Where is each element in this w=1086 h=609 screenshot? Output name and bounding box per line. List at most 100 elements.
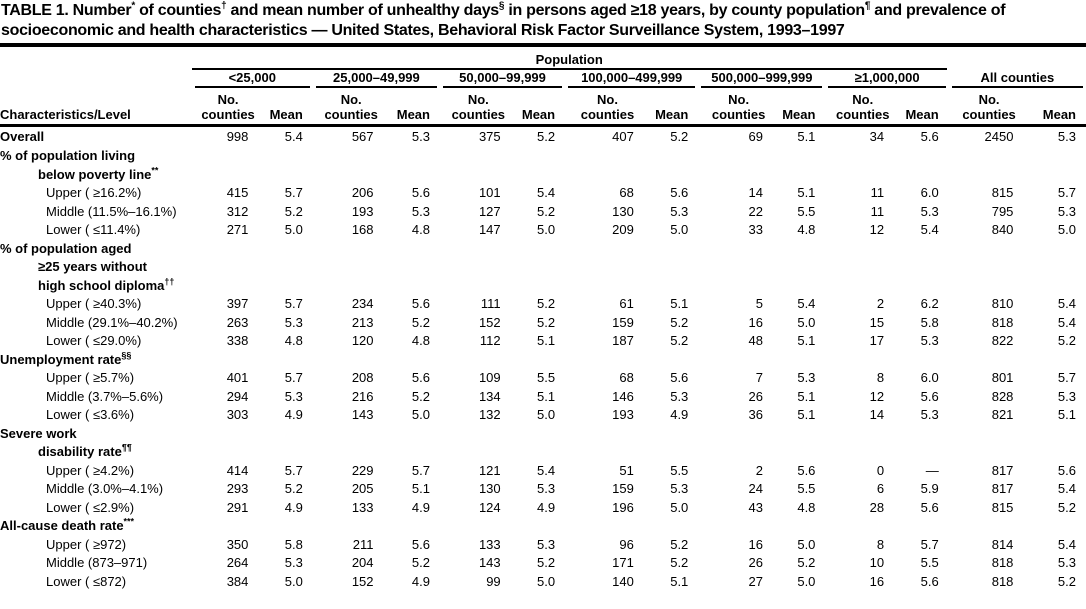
cell-mean: 5.6 (797, 462, 816, 478)
section-label-row: % of population living (0, 147, 1086, 166)
cell-no-counties: 2 (755, 462, 764, 478)
cell-mean: 5.6 (920, 129, 939, 145)
cell-mean: 5.1 (797, 407, 816, 423)
cell-mean: 5.3 (537, 481, 556, 497)
cell-no-counties: 111 (480, 296, 501, 312)
cell-mean: 5.0 (537, 222, 556, 238)
cell-mean: 5.4 (537, 185, 556, 201)
table-row: Overall 998 5.4 567 5.3 375 5.2 407 5.2 69 5.1 34 5.… (0, 126, 1086, 147)
cell-no-counties: 36 (748, 407, 764, 423)
mean-subheader: Mean (779, 88, 826, 127)
header-spacer (949, 52, 1086, 70)
cell-no-counties: 5 (755, 296, 764, 312)
cell-no-counties: 12 (869, 222, 885, 238)
cell-mean: 5.7 (920, 536, 939, 552)
no-counties-subheader: No. counties (948, 88, 1030, 127)
table-row: Middle (3.7%–5.6%) 294 5.3 216 5.2 134 5.1 146 5… (0, 387, 1086, 406)
section-label-row: below poverty line** (0, 165, 1086, 184)
section-label-row: % of population aged (0, 239, 1086, 258)
cell-no-counties: 998 (226, 129, 249, 145)
cell-no-counties: 206 (351, 185, 374, 201)
cell-no-counties: 2450 (984, 129, 1014, 145)
cell-no-counties: 152 (478, 314, 501, 330)
cell-mean: 6.0 (920, 370, 939, 386)
cell-mean: 5.3 (284, 388, 303, 404)
row-label: Middle (3.7%–5.6%) (46, 388, 164, 404)
cell-no-counties: 205 (351, 481, 374, 497)
cell-mean: 5.0 (797, 573, 816, 589)
cell-mean: 5.2 (411, 388, 430, 404)
cell-mean: 5.6 (670, 370, 689, 386)
cell-no-counties: 801 (991, 370, 1014, 386)
cell-no-counties: 14 (748, 185, 764, 201)
cell-mean: 5.2 (411, 555, 430, 571)
cell-no-counties: 140 (612, 573, 634, 589)
table-header: Population <25,000 25,000–49,999 50,000–99,… (0, 52, 1086, 127)
cell-mean: 5.3 (670, 481, 689, 497)
cell-no-counties: 293 (226, 481, 249, 497)
cell-no-counties: 208 (351, 370, 374, 386)
table-row: Upper ( ≥40.3%) 397 5.7 234 5.6 111 5.2 61 5.1 5 5… (0, 295, 1086, 314)
cell-no-counties: 213 (351, 314, 374, 330)
section-label-row: All-cause death rate*** (0, 517, 1086, 536)
cell-no-counties: 350 (226, 536, 249, 552)
cell-mean: 5.2 (670, 129, 689, 145)
cell-mean: 5.6 (411, 370, 430, 386)
cell-no-counties: 146 (612, 388, 634, 404)
cell-mean: 5.4 (920, 222, 939, 238)
column-group-cell: 25,000–49,999 (313, 70, 440, 88)
cell-mean: 5.7 (284, 462, 303, 478)
cell-mean: 5.9 (920, 481, 939, 497)
empty-cells (192, 165, 1086, 184)
column-group-cell: 500,000–999,999 (698, 70, 825, 88)
cell-mean: 5.4 (284, 129, 303, 145)
row-label: Overall (0, 129, 45, 145)
cell-mean: 5.1 (670, 296, 689, 312)
cell-mean: 5.3 (537, 536, 556, 552)
table-row: Upper ( ≥972) 350 5.8 211 5.6 133 5.3 96 5.2 16 5.… (0, 535, 1086, 554)
row-label: Upper ( ≥5.7%) (46, 370, 135, 386)
cell-no-counties: 810 (991, 296, 1014, 312)
mean-subheader: Mean (1029, 88, 1086, 127)
cell-mean: 6.2 (920, 296, 939, 312)
cell-no-counties: 401 (226, 370, 249, 386)
cell-no-counties: 124 (478, 499, 501, 515)
cell-mean: 4.8 (411, 222, 430, 238)
cell-mean: 5.4 (797, 296, 816, 312)
cell-mean: 5.8 (284, 536, 303, 552)
cell-no-counties: 152 (351, 573, 374, 589)
cell-no-counties: 795 (991, 203, 1014, 219)
cell-no-counties: 130 (478, 481, 501, 497)
cell-mean: 5.3 (1057, 388, 1076, 404)
cell-mean: 5.1 (537, 333, 556, 349)
column-group-header: 500,000–999,999 (701, 70, 823, 88)
cell-mean: 5.0 (797, 314, 816, 330)
no-counties-subheader: No. counties (312, 88, 390, 127)
cell-mean: 5.6 (411, 296, 430, 312)
cell-mean: 5.3 (411, 129, 430, 145)
cell-mean: 5.3 (920, 407, 939, 423)
cell-no-counties: 24 (748, 481, 764, 497)
column-group-header: <25,000 (194, 70, 310, 88)
cell-no-counties: 33 (748, 222, 764, 238)
cell-no-counties: 11 (870, 203, 885, 219)
cell-no-counties: 34 (869, 129, 885, 145)
cell-no-counties: 51 (619, 462, 634, 478)
cell-mean: 5.2 (670, 314, 689, 330)
empty-cells (192, 350, 1086, 369)
cell-mean: 5.2 (537, 203, 556, 219)
empty-cells (192, 517, 1086, 536)
cell-no-counties: 2 (876, 296, 885, 312)
no-counties-subheader: No. counties (565, 88, 650, 127)
cell-no-counties: 303 (226, 407, 249, 423)
cell-no-counties: 26 (748, 388, 764, 404)
cell-mean: 4.9 (537, 499, 556, 515)
section-label-row: Unemployment rate§§ (0, 350, 1086, 369)
cell-no-counties: 264 (226, 555, 249, 571)
cell-no-counties: 375 (478, 129, 501, 145)
cell-no-counties: 204 (351, 555, 374, 571)
cell-no-counties: 6 (876, 481, 885, 497)
cell-mean: 5.0 (670, 222, 689, 238)
column-group-cell: ≥1,000,000 (825, 70, 948, 88)
cell-mean: 5.6 (411, 536, 430, 552)
